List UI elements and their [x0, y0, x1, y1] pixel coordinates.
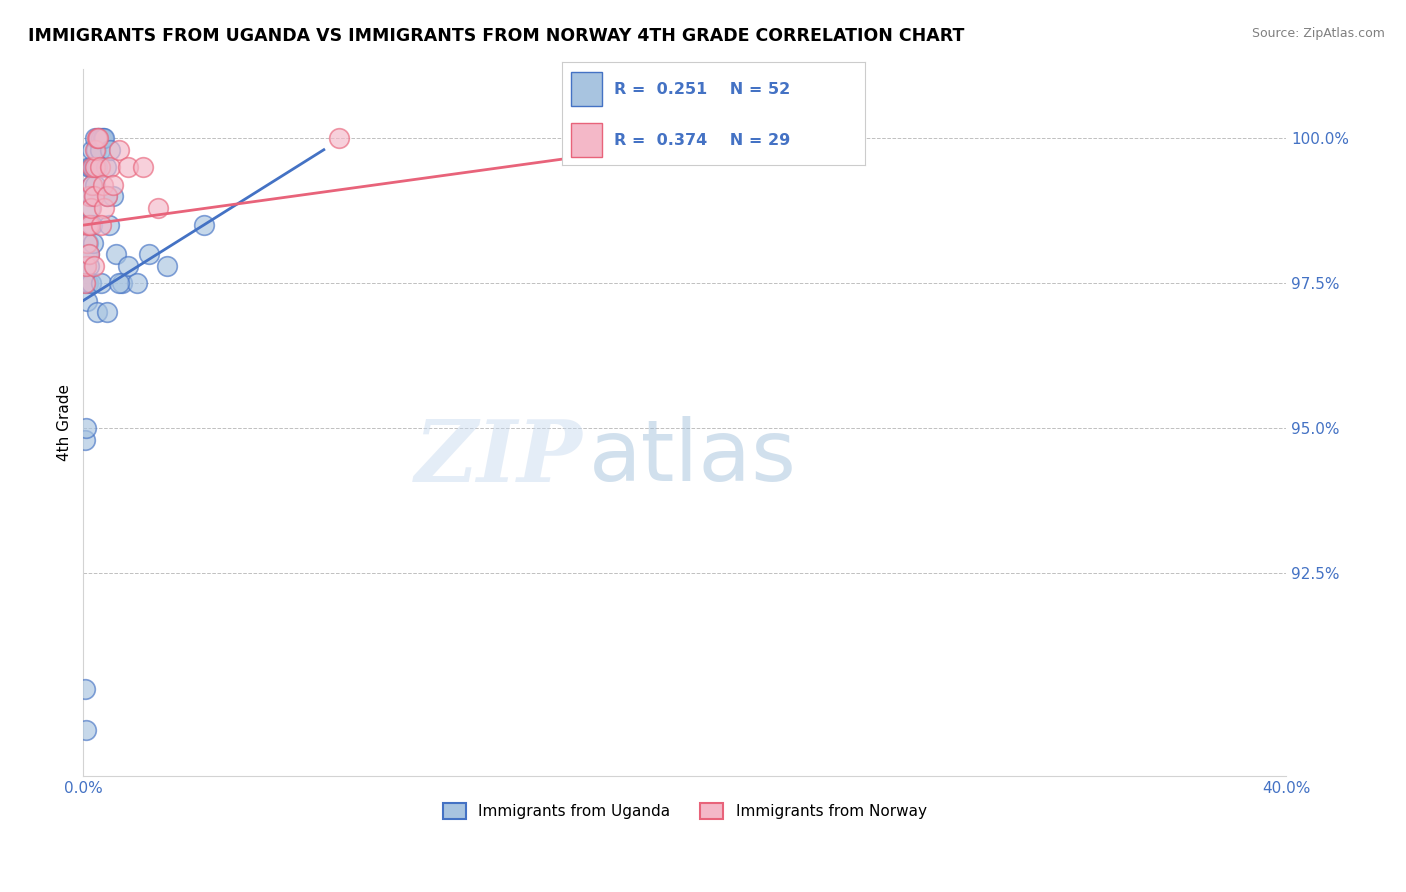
- Point: [93, 201, 115, 215]
- Point: [80, 218, 103, 232]
- Point: [83, 160, 105, 174]
- Point: [75, 421, 97, 435]
- Point: [132, 160, 155, 174]
- Point: [89, 160, 111, 174]
- Point: [77, 259, 100, 273]
- Point: [117, 160, 139, 174]
- Point: [87, 131, 110, 145]
- Point: [96, 305, 118, 319]
- Point: [87, 131, 110, 145]
- Point: [98, 160, 121, 174]
- Text: ZIP: ZIP: [415, 416, 582, 500]
- FancyBboxPatch shape: [571, 71, 602, 105]
- Point: [83, 178, 105, 192]
- Point: [79, 218, 101, 232]
- Point: [79, 189, 101, 203]
- Point: [90, 131, 112, 145]
- Point: [96, 189, 118, 203]
- Point: [91, 178, 114, 192]
- Point: [86, 131, 108, 145]
- Point: [76, 218, 98, 232]
- Text: IMMIGRANTS FROM UGANDA VS IMMIGRANTS FROM NORWAY 4TH GRADE CORRELATION CHART: IMMIGRANTS FROM UGANDA VS IMMIGRANTS FRO…: [28, 27, 965, 45]
- Point: [77, 247, 100, 261]
- Point: [79, 218, 101, 232]
- Point: [82, 160, 104, 174]
- Point: [73, 276, 96, 290]
- Point: [138, 247, 160, 261]
- Point: [193, 218, 215, 232]
- Point: [82, 143, 104, 157]
- Point: [108, 276, 131, 290]
- Text: atlas: atlas: [589, 417, 796, 500]
- Point: [86, 160, 108, 174]
- Point: [80, 178, 103, 192]
- Point: [80, 160, 103, 174]
- Point: [91, 131, 114, 145]
- Point: [83, 259, 105, 273]
- Point: [75, 259, 97, 273]
- Point: [108, 143, 131, 157]
- Point: [84, 143, 107, 157]
- Point: [83, 160, 105, 174]
- Point: [103, 178, 125, 192]
- FancyBboxPatch shape: [571, 123, 602, 157]
- Point: [97, 218, 120, 232]
- Point: [127, 276, 149, 290]
- Point: [84, 160, 107, 174]
- Legend: Immigrants from Uganda, Immigrants from Norway: Immigrants from Uganda, Immigrants from …: [436, 797, 932, 825]
- Point: [89, 143, 111, 157]
- Point: [90, 218, 112, 232]
- Point: [82, 160, 104, 174]
- Point: [98, 143, 121, 157]
- Point: [148, 201, 170, 215]
- Point: [328, 131, 350, 145]
- Y-axis label: 4th Grade: 4th Grade: [58, 384, 72, 461]
- Point: [84, 131, 107, 145]
- Point: [79, 201, 101, 215]
- Point: [82, 178, 104, 192]
- Point: [76, 293, 98, 308]
- Point: [84, 143, 107, 157]
- Point: [94, 160, 117, 174]
- Point: [87, 131, 110, 145]
- Point: [96, 189, 118, 203]
- Point: [76, 235, 98, 250]
- Point: [86, 305, 108, 319]
- Point: [117, 259, 139, 273]
- Point: [83, 189, 105, 203]
- Point: [73, 682, 96, 697]
- Text: R =  0.251    N = 52: R = 0.251 N = 52: [614, 81, 790, 96]
- Point: [76, 235, 98, 250]
- Point: [80, 201, 103, 215]
- Point: [80, 189, 103, 203]
- Point: [105, 247, 128, 261]
- Point: [673, 131, 696, 145]
- Point: [79, 160, 101, 174]
- Point: [73, 433, 96, 447]
- Point: [80, 276, 103, 290]
- Point: [82, 235, 104, 250]
- Point: [75, 259, 97, 273]
- Point: [90, 276, 112, 290]
- Point: [75, 276, 97, 290]
- Point: [75, 723, 97, 737]
- Point: [77, 247, 100, 261]
- Point: [93, 131, 115, 145]
- Point: [156, 259, 179, 273]
- Point: [83, 189, 105, 203]
- Point: [111, 276, 134, 290]
- Text: Source: ZipAtlas.com: Source: ZipAtlas.com: [1251, 27, 1385, 40]
- Text: R =  0.374    N = 29: R = 0.374 N = 29: [614, 133, 790, 148]
- Point: [103, 189, 125, 203]
- Point: [76, 247, 98, 261]
- Point: [76, 276, 98, 290]
